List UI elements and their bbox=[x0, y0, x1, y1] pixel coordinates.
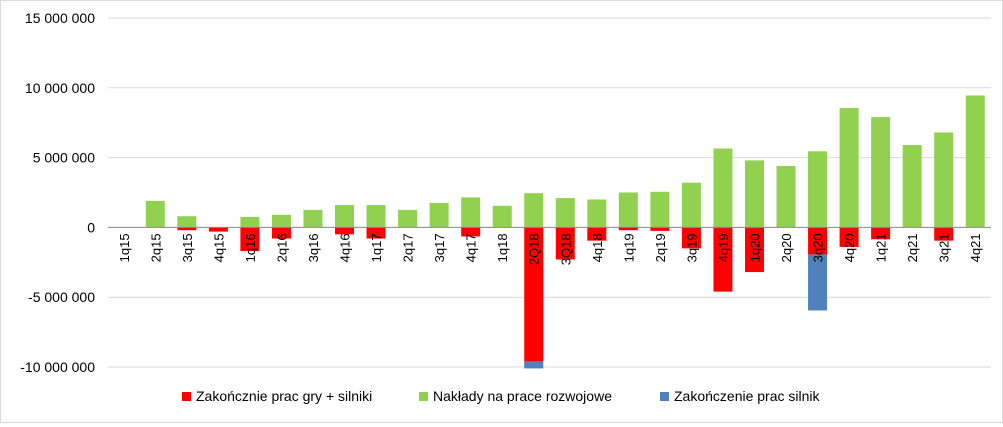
x-tick-label: 3Q18 bbox=[558, 233, 573, 265]
bar-zakonczenie-gry-silniki-3q20 bbox=[808, 227, 828, 255]
x-tick-label: 2q15 bbox=[148, 233, 163, 262]
bar-naklady-prace-rozwojowe-4q17 bbox=[461, 197, 481, 228]
legend-item: Zakończnie prac gry + silniki bbox=[182, 388, 372, 404]
y-tick-label: 0 bbox=[87, 219, 95, 235]
bar-naklady-prace-rozwojowe-3q19 bbox=[681, 182, 701, 228]
x-tick-label: 4q16 bbox=[338, 233, 353, 262]
x-tick-label: 2q19 bbox=[653, 233, 668, 262]
y-tick-label: 10 000 000 bbox=[25, 80, 95, 96]
x-tick-label: 4q21 bbox=[968, 233, 983, 262]
bar-naklady-prace-rozwojowe-2q20 bbox=[776, 165, 796, 228]
legend-swatch bbox=[660, 392, 669, 401]
bar-zakonczenie-gry-silniki-1q17 bbox=[366, 227, 386, 239]
x-tick-label: 4q20 bbox=[842, 233, 857, 262]
bar-naklady-prace-rozwojowe-3q21 bbox=[934, 132, 954, 228]
bar-zakonczenie-gry-silniki-3q21 bbox=[934, 227, 954, 241]
bar-naklady-prace-rozwojowe-3q16 bbox=[303, 209, 323, 228]
x-tick-label: 3q17 bbox=[432, 233, 447, 262]
x-tick-label: 3q21 bbox=[937, 233, 952, 262]
bar-zakonczenie-gry-silniki-3q15 bbox=[177, 227, 197, 231]
x-axis-tick-labels: 1q15 2q15 3q15 4q15 1q16 2q16 3q16 4q16 1q17 2q17… bbox=[117, 233, 983, 265]
bar-zakonczenie-gry-silniki-4q17 bbox=[461, 227, 481, 237]
y-tick-label: 5 000 000 bbox=[33, 150, 95, 166]
x-tick-label: 2q20 bbox=[779, 233, 794, 262]
bar-naklady-prace-rozwojowe-2q21 bbox=[902, 145, 922, 228]
bar-zakonczenie-gry-silniki-4q15 bbox=[208, 227, 228, 232]
legend-item: Nakłady na prace rozwojowe bbox=[419, 388, 612, 404]
legend-label: Zakończnie prac gry + silniki bbox=[196, 388, 372, 404]
bar-naklady-prace-rozwojowe-4q18 bbox=[587, 199, 607, 228]
x-tick-label: 3q19 bbox=[684, 233, 699, 262]
y-tick-label: 15 000 000 bbox=[25, 10, 95, 26]
bar-naklady-prace-rozwojowe-2q16 bbox=[271, 214, 291, 228]
bar-naklady-prace-rozwojowe-1q17 bbox=[366, 205, 386, 228]
x-tick-label: 4q19 bbox=[716, 233, 731, 262]
x-tick-label: 1q21 bbox=[874, 233, 889, 262]
x-tick-label: 1q18 bbox=[495, 233, 510, 262]
bars bbox=[145, 95, 985, 369]
legend-swatch bbox=[182, 392, 191, 401]
bar-zakonczenie-gry-silniki-3Q18 bbox=[555, 227, 575, 260]
bar-naklady-prace-rozwojowe-1q20 bbox=[744, 160, 764, 228]
x-tick-label: 3q16 bbox=[306, 233, 321, 262]
bar-zakonczenie-gry-silniki-4q16 bbox=[335, 227, 355, 235]
x-tick-label: 2q21 bbox=[905, 233, 920, 262]
bar-zakonczenie-gry-silniki-1q16 bbox=[240, 227, 260, 252]
x-tick-label: 4q18 bbox=[590, 233, 605, 262]
bar-naklady-prace-rozwojowe-3q20 bbox=[808, 151, 828, 228]
x-tick-label: 1q19 bbox=[621, 233, 636, 262]
bar-zakonczenie-gry-silniki-2q19 bbox=[650, 227, 670, 231]
bar-naklady-prace-rozwojowe-3Q18 bbox=[555, 198, 575, 228]
bar-naklady-prace-rozwojowe-4q19 bbox=[713, 148, 733, 228]
legend-label: Zakończenie prac silnik bbox=[674, 388, 821, 404]
y-tick-label: -5 000 000 bbox=[28, 289, 95, 305]
bar-naklady-prace-rozwojowe-4q20 bbox=[839, 108, 859, 228]
bar-zakonczenie-gry-silniki-4q19 bbox=[713, 227, 733, 292]
x-tick-label: 2q17 bbox=[401, 233, 416, 262]
bar-zakonczenie-gry-silniki-2q16 bbox=[271, 227, 291, 239]
bar-zakonczenie-gry-silniki-1q19 bbox=[618, 227, 638, 231]
bar-naklady-prace-rozwojowe-2q17 bbox=[398, 209, 418, 228]
bar-naklady-prace-rozwojowe-1q16 bbox=[240, 216, 260, 228]
bar-naklady-prace-rozwojowe-1q19 bbox=[618, 192, 638, 228]
bar-naklady-prace-rozwojowe-1q18 bbox=[492, 205, 512, 228]
y-axis-tick-labels: -10 000 000 -5 000 000 0 5 000 000 10 000 00… bbox=[20, 10, 95, 375]
bar-naklady-prace-rozwojowe-2q15 bbox=[145, 200, 165, 228]
bar-naklady-prace-rozwojowe-2q19 bbox=[650, 191, 670, 228]
bar-zakonczenie-gry-silniki-2Q18 bbox=[524, 227, 544, 362]
bar-zakonczenie-gry-silniki-4q18 bbox=[587, 227, 607, 241]
x-tick-label: 4q15 bbox=[211, 233, 226, 262]
bar-zakonczenie-silnik-2Q18 bbox=[524, 361, 544, 369]
x-tick-label: 3q15 bbox=[180, 233, 195, 262]
bar-zakonczenie-gry-silniki-3q19 bbox=[681, 227, 701, 249]
legend-label: Nakłady na prace rozwojowe bbox=[433, 388, 612, 404]
bar-naklady-prace-rozwojowe-3q15 bbox=[177, 216, 197, 228]
x-tick-label: 4q17 bbox=[464, 233, 479, 262]
x-tick-label: 1q16 bbox=[243, 233, 258, 262]
bar-naklady-prace-rozwojowe-3q17 bbox=[429, 202, 449, 228]
legend: Zakończnie prac gry + silniki Nakłady na … bbox=[182, 388, 821, 404]
x-tick-label: 3q20 bbox=[811, 233, 826, 262]
y-tick-label: -10 000 000 bbox=[20, 359, 95, 375]
bar-naklady-prace-rozwojowe-4q21 bbox=[965, 95, 985, 228]
bar-zakonczenie-silnik-3q20 bbox=[808, 254, 828, 311]
bar-naklady-prace-rozwojowe-2Q18 bbox=[524, 193, 544, 228]
x-tick-label: 2q16 bbox=[274, 233, 289, 262]
bar-zakonczenie-gry-silniki-4q20 bbox=[839, 227, 859, 247]
x-tick-label: 1q17 bbox=[369, 233, 384, 262]
x-tick-label: 2Q18 bbox=[527, 233, 542, 265]
legend-item: Zakończenie prac silnik bbox=[660, 388, 821, 404]
bar-zakonczenie-gry-silniki-1q20 bbox=[744, 227, 764, 273]
legend-swatch bbox=[419, 392, 428, 401]
x-tick-label: 1q20 bbox=[747, 233, 762, 262]
bar-naklady-prace-rozwojowe-4q16 bbox=[335, 205, 355, 228]
bar-zakonczenie-gry-silniki-1q21 bbox=[871, 227, 891, 240]
x-tick-label: 1q15 bbox=[117, 233, 132, 262]
bar-naklady-prace-rozwojowe-1q21 bbox=[871, 117, 891, 228]
